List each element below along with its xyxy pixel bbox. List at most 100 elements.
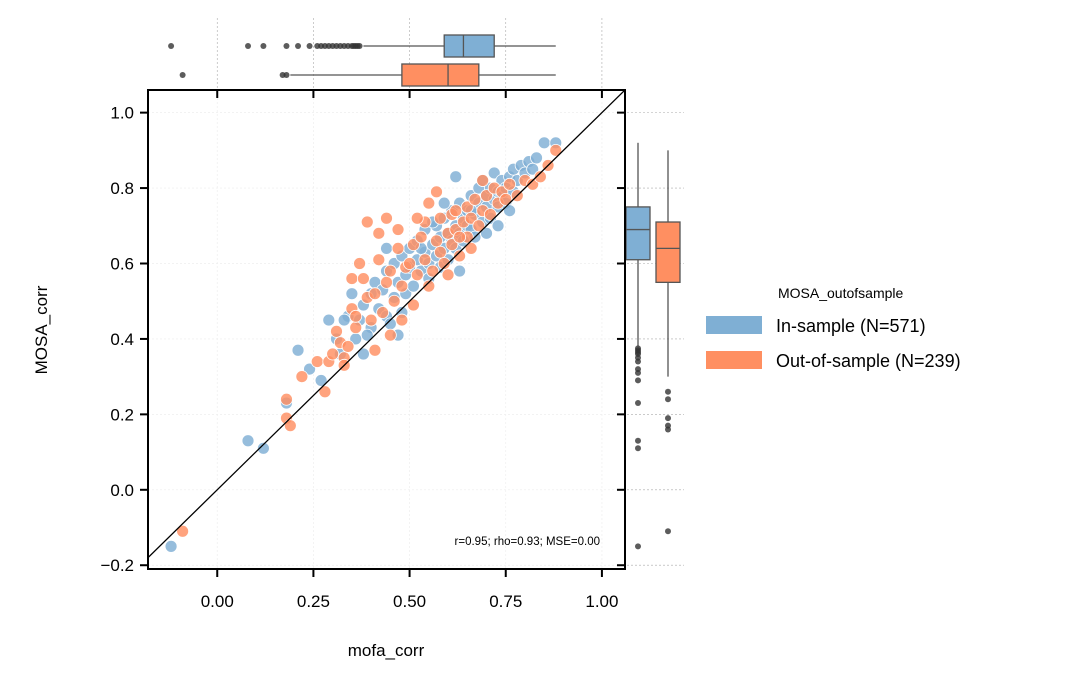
legend-swatch-out-of-sample <box>706 351 762 369</box>
point-out-of-sample <box>460 200 474 214</box>
point-out-of-sample <box>403 257 416 270</box>
y-tick-label: 0.2 <box>110 405 134 424</box>
point-in-sample <box>537 136 551 150</box>
point-in-sample <box>291 343 305 357</box>
top-box-outlier <box>306 43 313 49</box>
x-tick-label: 0.75 <box>489 592 522 611</box>
point-out-of-sample <box>483 208 497 221</box>
point-in-sample <box>337 313 351 327</box>
point-out-of-sample <box>318 385 332 399</box>
point-out-of-sample <box>372 226 386 240</box>
top-box <box>401 63 480 87</box>
point-out-of-sample <box>310 355 324 368</box>
right-box-outlier <box>665 396 671 403</box>
stats-annotation: r=0.95; rho=0.93; MSE=0.00 <box>455 536 600 548</box>
point-out-of-sample <box>345 272 359 285</box>
point-out-of-sample <box>395 313 409 327</box>
x-tick-label: 0.50 <box>393 592 426 611</box>
y-tick-label: 0.8 <box>110 179 134 198</box>
right-box-outlier <box>665 528 671 535</box>
point-out-of-sample <box>422 279 436 293</box>
point-out-of-sample <box>391 223 405 236</box>
point-in-sample <box>357 347 370 361</box>
point-out-of-sample <box>464 242 478 255</box>
point-in-sample <box>345 287 359 301</box>
point-out-of-sample <box>380 211 393 225</box>
y-tick-label: 0.4 <box>110 330 134 349</box>
point-out-of-sample <box>280 392 293 406</box>
grid-layer <box>148 18 684 569</box>
scatter-points <box>164 136 563 553</box>
point-out-of-sample <box>526 177 540 191</box>
point-out-of-sample <box>295 370 309 384</box>
point-in-sample <box>314 374 328 387</box>
point-in-sample <box>322 313 336 327</box>
point-out-of-sample <box>499 192 513 206</box>
y-tick-label: 0.0 <box>110 481 134 500</box>
point-out-of-sample <box>433 211 447 225</box>
right-box-outlier <box>665 422 671 429</box>
legend-label-in-sample: In-sample (N=571) <box>776 316 926 336</box>
x-axis-label: mofa_corr <box>348 641 425 660</box>
point-out-of-sample <box>376 306 390 319</box>
point-in-sample <box>360 328 374 342</box>
right-box-outlier <box>635 445 641 452</box>
point-out-of-sample <box>453 230 466 244</box>
point-out-of-sample <box>410 211 424 225</box>
x-tick-label: 0.25 <box>297 592 330 611</box>
point-out-of-sample <box>453 249 466 263</box>
point-out-of-sample <box>449 204 463 218</box>
legend-title: MOSA_outofsample <box>778 285 903 301</box>
point-in-sample <box>487 166 501 180</box>
point-in-sample <box>380 242 393 255</box>
top-box-outlier <box>245 43 252 49</box>
point-out-of-sample <box>430 234 443 248</box>
point-out-of-sample <box>476 174 490 187</box>
top-box-outlier <box>168 43 175 49</box>
point-out-of-sample <box>395 279 409 293</box>
point-in-sample <box>241 434 255 448</box>
point-out-of-sample <box>472 219 486 233</box>
point-out-of-sample <box>414 230 428 244</box>
legend: MOSA_outofsample In-sample (N=571) Out-o… <box>706 285 961 371</box>
y-axis-label: MOSA_corr <box>32 285 51 374</box>
point-out-of-sample <box>349 321 363 335</box>
point-out-of-sample <box>422 196 436 210</box>
point-in-sample <box>480 226 493 240</box>
point-in-sample <box>303 362 316 376</box>
point-out-of-sample <box>357 272 370 285</box>
point-out-of-sample <box>437 257 451 270</box>
point-in-sample <box>453 264 466 278</box>
top-box <box>443 34 495 58</box>
right-box-outlier <box>635 543 641 550</box>
right-box <box>625 206 651 261</box>
point-out-of-sample <box>349 309 363 323</box>
right-box-outlier <box>665 415 671 422</box>
top-box-outlier <box>179 72 186 78</box>
top-box-outlier <box>356 43 363 49</box>
point-out-of-sample <box>368 287 382 301</box>
point-out-of-sample <box>383 328 397 342</box>
identity-line <box>148 90 625 559</box>
point-out-of-sample <box>364 313 378 327</box>
point-out-of-sample <box>407 298 420 312</box>
point-out-of-sample <box>426 264 440 278</box>
top-marginal-boxplots <box>168 34 556 87</box>
point-out-of-sample <box>468 192 482 206</box>
point-out-of-sample <box>326 347 340 361</box>
point-out-of-sample <box>360 215 374 229</box>
right-box <box>655 221 681 284</box>
y-tick-label: −0.2 <box>100 556 134 575</box>
y-tick-label: 1.0 <box>110 104 134 123</box>
point-out-of-sample <box>464 211 478 225</box>
point-out-of-sample <box>407 238 420 252</box>
identity-line-layer <box>148 90 625 559</box>
point-out-of-sample <box>341 340 355 353</box>
point-out-of-sample <box>418 253 432 267</box>
point-in-sample <box>164 539 178 553</box>
point-out-of-sample <box>380 275 393 289</box>
point-out-of-sample <box>441 268 455 282</box>
top-box-outlier <box>283 43 290 49</box>
